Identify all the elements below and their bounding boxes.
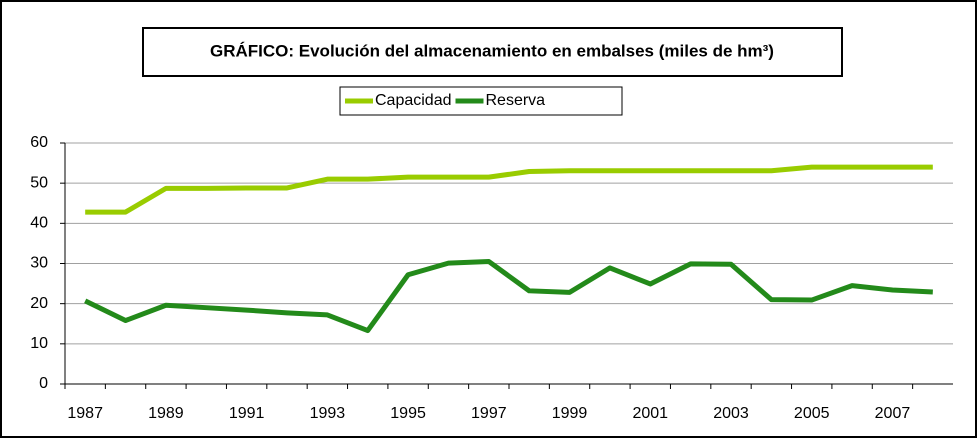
- y-tick-label: 50: [30, 174, 48, 191]
- y-tick-label: 40: [30, 215, 48, 232]
- x-tick-label: 1993: [310, 405, 346, 422]
- x-tick-label: 2005: [794, 405, 830, 422]
- y-tick-label: 60: [30, 134, 48, 151]
- x-tick-label: 2001: [632, 405, 668, 422]
- legend-label: Capacidad: [375, 92, 452, 109]
- y-tick-label: 20: [30, 295, 48, 312]
- legend-label: Reserva: [486, 92, 546, 109]
- series-line: [84, 258, 933, 334]
- y-tick-label: 0: [39, 375, 48, 392]
- x-tick-label: 1989: [148, 405, 184, 422]
- series-line: [85, 164, 933, 215]
- chart-title: GRÁFICO: Evolución del almacenamiento en…: [210, 41, 774, 60]
- title-box: [142, 27, 843, 77]
- x-tick-label: 2007: [875, 405, 911, 422]
- y-tick-label: 30: [30, 255, 48, 272]
- y-tick-label: 10: [30, 335, 48, 352]
- x-tick-label: 1999: [552, 405, 588, 422]
- x-tick-label: 2003: [713, 405, 749, 422]
- x-tick-label: 1997: [471, 405, 507, 422]
- x-tick-label: 1987: [67, 405, 103, 422]
- x-tick-label: 1995: [390, 405, 426, 422]
- x-tick-label: 1991: [229, 405, 265, 422]
